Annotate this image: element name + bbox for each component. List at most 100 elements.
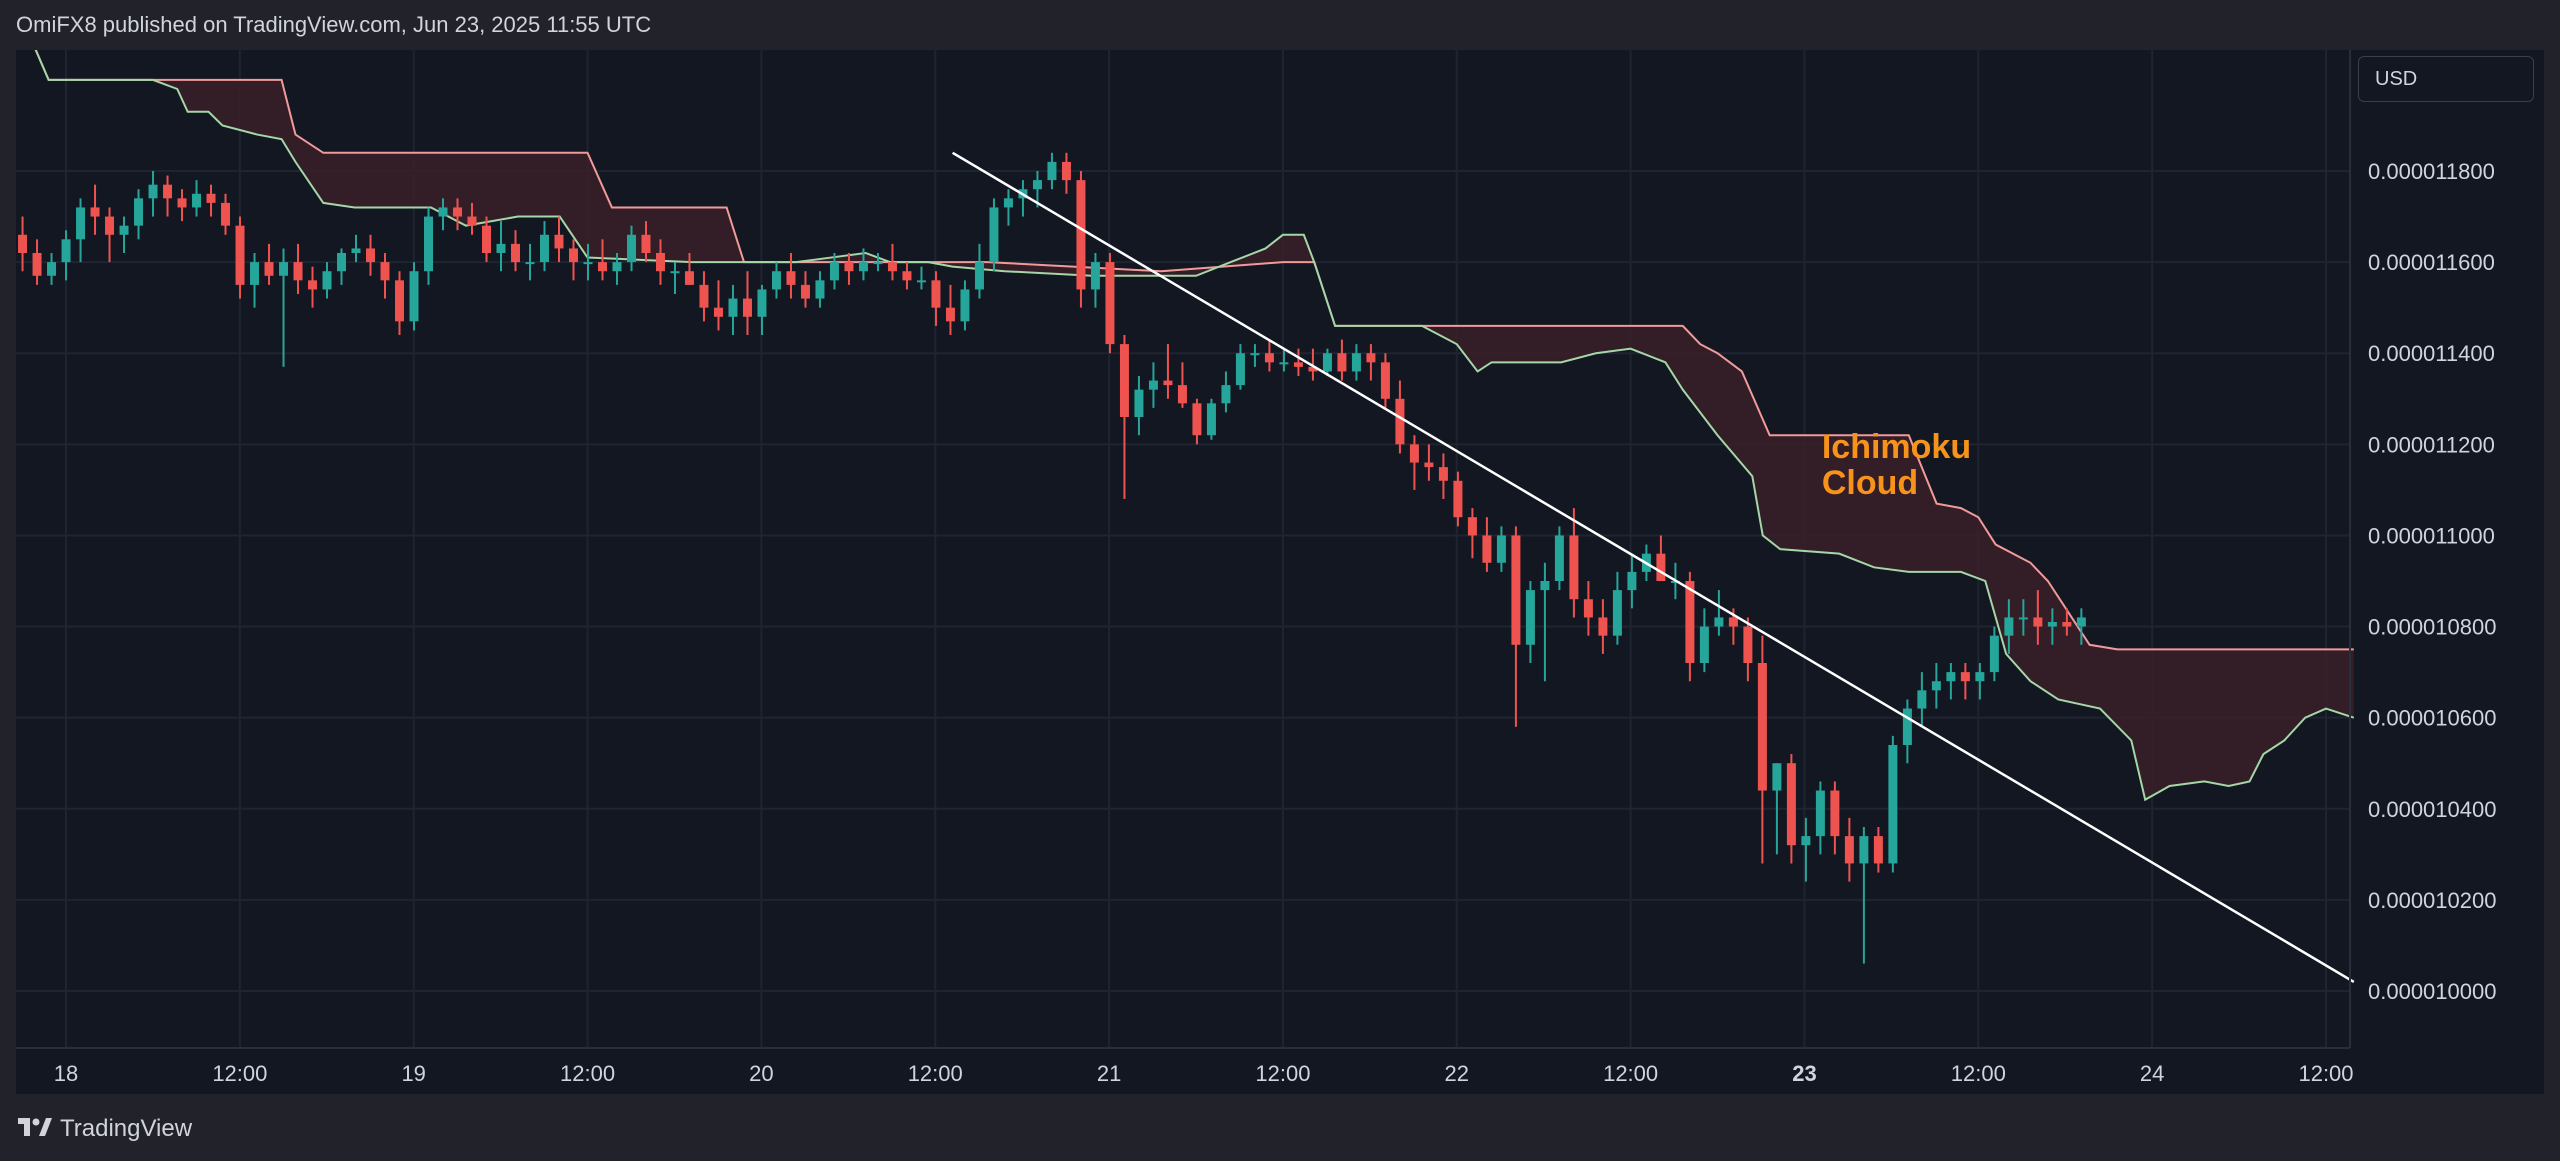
y-tick-label-3: 0.000011200: [2368, 432, 2495, 457]
candle-body-100: [1467, 517, 1477, 536]
candle-body-27: [409, 271, 419, 322]
currency-value: USD: [2375, 67, 2418, 90]
candle-body-42: [626, 234, 636, 263]
x-tick-label-1: 12:00: [212, 1061, 267, 1086]
x-tick-label-4: 20: [749, 1061, 773, 1086]
candle-body-82: [1206, 403, 1216, 436]
candle-body-103: [1511, 535, 1521, 645]
candle-body-87: [1279, 362, 1289, 365]
y-tick-label-9: 0.000010000: [2368, 979, 2496, 1004]
candle-body-43: [641, 234, 651, 253]
candle-body-139: [2033, 617, 2043, 627]
candle-body-3: [61, 239, 71, 263]
candle-body-124: [1815, 790, 1825, 837]
candlesticks: [18, 152, 2086, 964]
y-tick-label-4: 0.000011000: [2368, 523, 2495, 548]
candle-body-36: [539, 234, 549, 263]
candle-body-140: [2047, 622, 2057, 627]
ichimoku-annotation-line2: Cloud: [1822, 464, 1918, 502]
candle-body-119: [1743, 626, 1753, 663]
annotation-layer: Ichimoku Cloud: [1822, 428, 1971, 502]
candle-body-2: [47, 262, 57, 276]
candle-body-67: [989, 207, 999, 263]
candle-body-104: [1525, 590, 1535, 645]
time-axis[interactable]: 18 12:00 19 12:00 20 12:00 21 12:00 22 12:00 23 12:…: [54, 1061, 2354, 1086]
candle-body-136: [1989, 635, 1999, 673]
candle-body-34: [511, 243, 520, 263]
candle-body-55: [815, 280, 825, 299]
candle-body-114: [1670, 581, 1680, 583]
x-tick-label-11: 12:00: [1951, 1061, 2006, 1086]
candle-body-57: [844, 262, 854, 272]
candle-body-64: [945, 307, 955, 322]
candle-body-120: [1757, 663, 1767, 791]
candle-body-38: [568, 248, 578, 263]
candle-body-18: [279, 262, 289, 276]
candle-body-41: [612, 262, 622, 272]
candle-body-1: [32, 253, 42, 276]
candle-body-86: [1264, 353, 1274, 363]
candle-body-63: [931, 280, 941, 308]
y-tick-label-5: 0.000010800: [2368, 615, 2496, 640]
candle-body-113: [1656, 553, 1666, 581]
x-tick-label-8: 22: [1445, 1061, 1469, 1086]
candle-body-121: [1772, 763, 1782, 791]
candle-body-129: [1888, 745, 1898, 864]
footer-brand[interactable]: TradingView: [60, 1114, 193, 1142]
price-chart[interactable]: Ichimoku Cloud 0.0000118000.0000116000.0…: [0, 6, 2560, 1096]
candle-body-74: [1090, 262, 1100, 290]
candle-body-115: [1685, 581, 1695, 663]
candle-body-138: [2018, 617, 2028, 620]
tradingview-logo-icon[interactable]: [18, 1115, 52, 1143]
candle-body-23: [351, 248, 361, 253]
candle-body-61: [902, 271, 912, 281]
x-tick-label-7: 12:00: [1255, 1061, 1310, 1086]
candle-body-39: [583, 262, 593, 265]
candle-body-75: [1105, 262, 1115, 345]
candle-body-24: [366, 248, 376, 263]
candle-body-12: [192, 193, 202, 208]
candle-body-70: [1032, 180, 1042, 190]
candle-body-20: [308, 280, 318, 290]
candle-body-101: [1482, 535, 1492, 563]
x-tick-label-5: 12:00: [908, 1061, 963, 1086]
candle-body-79: [1163, 380, 1173, 386]
candle-body-137: [2004, 617, 2014, 636]
candle-body-71: [1047, 161, 1057, 181]
currency-selector[interactable]: USD: [2358, 56, 2534, 102]
candle-body-91: [1337, 353, 1347, 372]
candle-body-77: [1134, 389, 1144, 417]
candle-body-90: [1322, 353, 1332, 372]
candle-body-106: [1554, 535, 1564, 581]
candle-body-14: [221, 202, 231, 226]
candle-body-85: [1250, 353, 1260, 356]
candle-body-141: [2062, 622, 2072, 627]
senkou-span-a: [16, 6, 2355, 802]
candle-body-116: [1699, 626, 1709, 663]
y-tick-label-0: 0.000011800: [2368, 159, 2495, 184]
candle-body-109: [1598, 617, 1608, 636]
candle-body-102: [1496, 535, 1506, 563]
descending-trendline: [951, 151, 2355, 983]
candle-body-95: [1395, 398, 1405, 445]
candle-body-37: [554, 234, 564, 249]
candle-body-96: [1409, 444, 1419, 463]
trendline-layer[interactable]: [951, 151, 2355, 983]
candle-body-58: [858, 262, 868, 272]
candle-body-47: [699, 284, 709, 308]
price-axis[interactable]: 0.000011800 0.000011600 0.000011400 0.00001…: [2368, 159, 2496, 1004]
attribution-header: OmiFX8 published on TradingView.com, Jun…: [0, 0, 2560, 50]
candle-body-52: [771, 271, 781, 290]
candle-body-84: [1235, 353, 1245, 386]
candle-body-21: [322, 271, 332, 290]
x-tick-label-0: 18: [54, 1061, 78, 1086]
candle-body-126: [1844, 836, 1854, 864]
candle-body-134: [1960, 672, 1970, 682]
ichimoku-annotation-line1: Ichimoku: [1822, 428, 1971, 466]
y-tick-label-2: 0.000011400: [2368, 341, 2495, 366]
candle-body-46: [684, 271, 694, 285]
x-tick-label-9: 12:00: [1603, 1061, 1658, 1086]
chart-area[interactable]: Ichimoku Cloud 0.000011800 0.000011600 0.0…: [0, 6, 2560, 1096]
x-tick-label-2: 19: [401, 1061, 425, 1086]
y-tick-label-8: 0.000010200: [2368, 888, 2496, 913]
